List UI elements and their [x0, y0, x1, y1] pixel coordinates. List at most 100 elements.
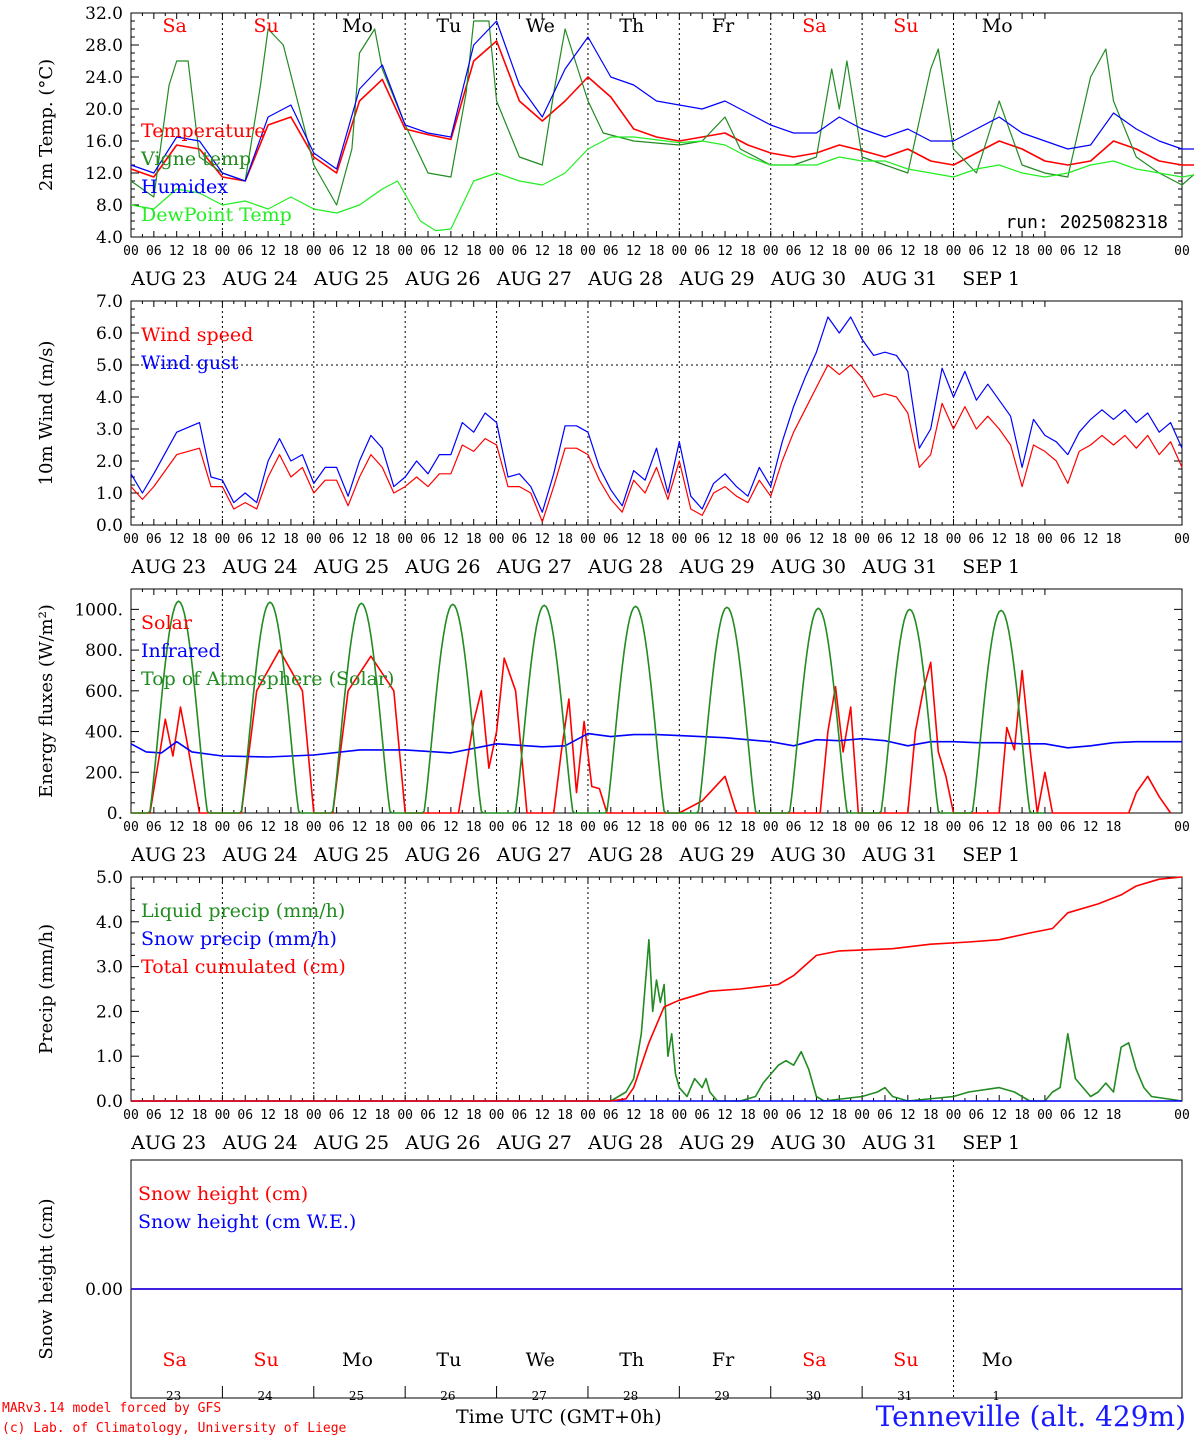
- legend-entry: Humidex: [141, 176, 228, 198]
- day-number-label: 25: [349, 1389, 364, 1403]
- hour-label: 00: [215, 1108, 231, 1123]
- series-line-humidex: [130, 20, 1194, 182]
- legend-entry: Wind speed: [141, 324, 253, 346]
- series-line-wind-speed: [130, 364, 1183, 523]
- hour-label: 00: [1174, 244, 1190, 259]
- legend-entry: Liquid precip (mm/h): [141, 900, 345, 922]
- hour-label: 00: [854, 244, 870, 259]
- hour-label: 18: [831, 820, 847, 835]
- hour-label: 06: [786, 820, 802, 835]
- y-tick-label: 2.0: [96, 452, 123, 472]
- series-line-infrared: [130, 732, 1182, 758]
- hour-label: 12: [260, 244, 276, 259]
- hour-label: 12: [717, 244, 733, 259]
- hour-label: 18: [557, 820, 573, 835]
- hour-label: 00: [672, 820, 688, 835]
- hour-label: 00: [1037, 532, 1053, 547]
- y-tick-label: 400.: [85, 723, 123, 743]
- hour-label: 06: [329, 1108, 345, 1123]
- hour-label: 18: [649, 532, 665, 547]
- y-tick-label: 0.00: [85, 1280, 123, 1300]
- hour-label: 00: [672, 1108, 688, 1123]
- series-line-total-cumulated-cm-: [131, 876, 1183, 1102]
- hour-label: 06: [146, 244, 162, 259]
- hour-label: 06: [603, 532, 619, 547]
- date-label: AUG 26: [404, 844, 480, 866]
- hour-label: 12: [260, 532, 276, 547]
- hour-label: 00: [580, 532, 596, 547]
- hour-label: 12: [991, 532, 1007, 547]
- hour-label: 12: [809, 244, 825, 259]
- weekday-label: Sa: [163, 15, 187, 37]
- hour-label: 06: [237, 1108, 253, 1123]
- y-axis-label: 2m Temp. (°C): [36, 59, 57, 191]
- date-label: AUG 27: [496, 844, 572, 866]
- date-label: AUG 29: [678, 844, 754, 866]
- hour-label: 06: [1060, 820, 1076, 835]
- date-label: AUG 23: [130, 1132, 206, 1154]
- legend-entry: Snow precip (mm/h): [141, 928, 337, 950]
- date-label: AUG 28: [587, 556, 663, 578]
- date-label: AUG 25: [313, 844, 389, 866]
- hour-label: 06: [237, 244, 253, 259]
- hour-label: 12: [443, 532, 459, 547]
- hour-label: 00: [397, 244, 413, 259]
- hour-label: 06: [603, 244, 619, 259]
- legend-entry: Total cumulated (cm): [141, 956, 346, 978]
- y-tick-label: 3.0: [96, 958, 123, 978]
- legend-entry: DewPoint Temp: [141, 204, 292, 226]
- y-tick-label: 4.0: [96, 388, 123, 408]
- hour-label: 12: [169, 244, 185, 259]
- weekday-label: Su: [253, 15, 278, 37]
- hour-label: 06: [420, 1108, 436, 1123]
- hour-label: 00: [397, 532, 413, 547]
- y-tick-label: 32.0: [85, 4, 123, 24]
- panel-4: 0.0 1.0 2.0 3.0 4.0 5.0 Precip (mm/h) Liquid pr…: [36, 868, 1190, 1154]
- date-label: AUG 31: [861, 268, 937, 290]
- legend-entry: Temperature: [141, 120, 265, 142]
- hour-label: 12: [809, 532, 825, 547]
- hour-label: 00: [672, 244, 688, 259]
- day-number-label: 24: [257, 1389, 273, 1403]
- hour-label: 12: [443, 244, 459, 259]
- y-tick-label: 20.0: [85, 100, 123, 120]
- panel-1: 4.0 8.0 12.0 16.0 20.0 24.0 28.0 32.0 2m Temp. (…: [36, 4, 1194, 290]
- date-label: AUG 27: [496, 1132, 572, 1154]
- weekday-label: Su: [253, 1349, 278, 1371]
- series-line-liquid-precip-mm-h-: [131, 938, 1183, 1102]
- date-label: SEP 1: [962, 556, 1020, 578]
- hour-label: 12: [626, 1108, 642, 1123]
- hour-label: 12: [991, 820, 1007, 835]
- hour-label: 06: [694, 820, 710, 835]
- hour-label: 12: [534, 1108, 550, 1123]
- date-label: SEP 1: [962, 844, 1020, 866]
- hour-label: 18: [374, 532, 390, 547]
- weekday-label: Sa: [802, 1349, 826, 1371]
- hour-label: 18: [831, 1108, 847, 1123]
- hour-label: 18: [283, 820, 299, 835]
- y-tick-label: 600.: [85, 682, 123, 702]
- hour-label: 12: [169, 820, 185, 835]
- y-tick-label: 800.: [85, 641, 123, 661]
- hour-label: 18: [831, 244, 847, 259]
- hour-label: 00: [1037, 1108, 1053, 1123]
- day-number-label: 26: [440, 1389, 455, 1403]
- hour-label: 12: [1083, 532, 1099, 547]
- weekday-label: Sa: [163, 1349, 187, 1371]
- hour-label: 00: [854, 1108, 870, 1123]
- hour-label: 00: [489, 1108, 505, 1123]
- hour-label: 18: [1014, 820, 1030, 835]
- hour-label: 18: [466, 532, 482, 547]
- date-label: AUG 28: [587, 844, 663, 866]
- run-annotation: run: 2025082318: [1005, 212, 1168, 233]
- series-line-solar: [131, 649, 1172, 814]
- y-tick-label: 0.0: [96, 516, 123, 536]
- day-number-label: 31: [897, 1389, 912, 1403]
- y-tick-label: 12.0: [85, 164, 123, 184]
- hour-label: 12: [534, 820, 550, 835]
- plot-frame: [130, 1159, 1183, 1399]
- hour-label: 00: [123, 1108, 139, 1123]
- hour-label: 06: [694, 244, 710, 259]
- hour-label: 00: [763, 244, 779, 259]
- hour-label: 00: [489, 820, 505, 835]
